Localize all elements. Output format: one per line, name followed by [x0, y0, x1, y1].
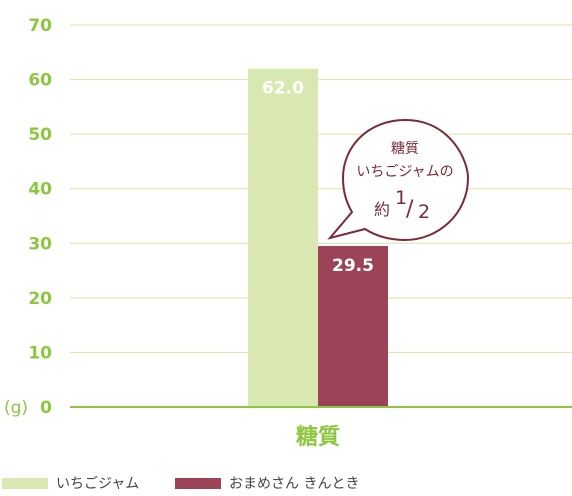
- annotation-bubble: 糖質 いちごジャムの 約 1 / 2: [327, 118, 470, 242]
- y-tick-label: 70: [28, 16, 52, 36]
- y-tick-label: 40: [28, 180, 52, 200]
- speech-bubble-shape: [327, 118, 470, 242]
- bar: [318, 246, 388, 407]
- annotation-slash: /: [406, 197, 414, 222]
- bar-value-label: 29.5: [332, 256, 374, 276]
- bars: 62.0 29.5: [248, 68, 388, 408]
- y-axis-unit-label: (g): [4, 398, 28, 418]
- y-tick-label: 10: [28, 343, 52, 363]
- annotation-line-1: 糖質: [391, 141, 419, 157]
- y-tick-label: 20: [28, 289, 52, 309]
- bar-value-label: 62.0: [262, 79, 304, 99]
- y-tick-label: 30: [28, 234, 52, 254]
- annotation-denominator: 2: [418, 201, 430, 223]
- legend: いちごジャム おまめさん きんとき: [2, 476, 359, 492]
- y-axis-tick-labels: 0 10 20 30 40 50 60 70: [28, 16, 52, 418]
- annotation-line-2: いちごジャムの: [356, 164, 453, 180]
- legend-swatch: [2, 478, 48, 489]
- legend-label: いちごジャム: [56, 476, 139, 492]
- y-tick-label: 60: [28, 71, 52, 91]
- annotation-numerator: 1: [395, 187, 407, 209]
- grid-lines: [70, 24, 572, 353]
- legend-label: おまめさん きんとき: [229, 476, 359, 492]
- y-tick-label: 0: [40, 398, 52, 418]
- category-label: 糖質: [296, 424, 340, 450]
- legend-swatch: [175, 478, 221, 489]
- bar: [248, 68, 318, 408]
- annotation-prefix: 約: [374, 200, 390, 219]
- y-tick-label: 50: [28, 125, 52, 145]
